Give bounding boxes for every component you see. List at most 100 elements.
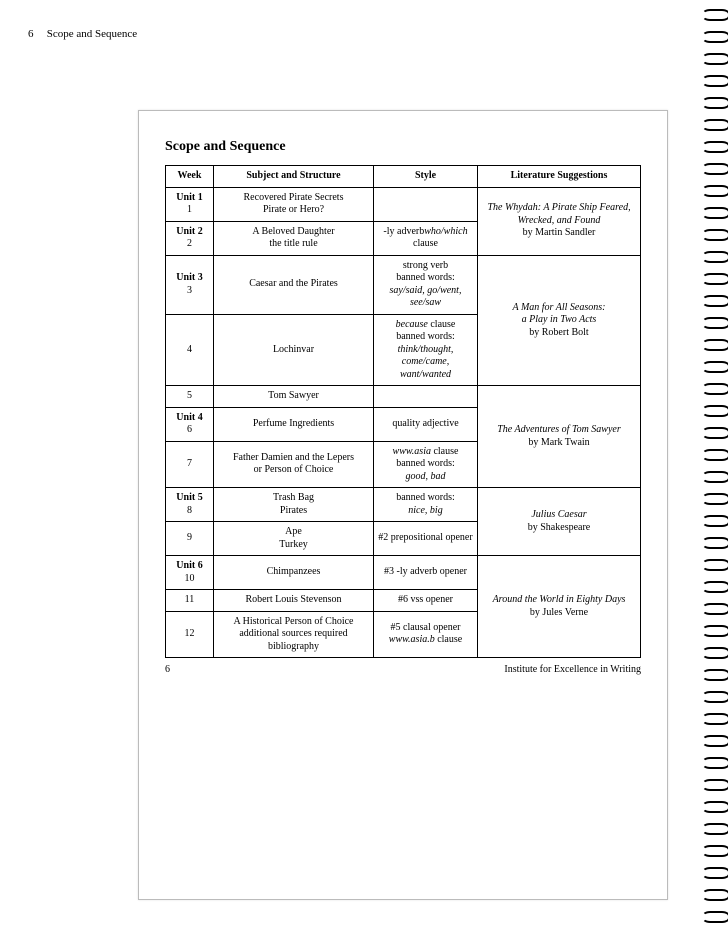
spiral-coil (702, 732, 726, 746)
spiral-coil (702, 248, 726, 262)
spiral-coil (702, 468, 726, 482)
spiral-coil (702, 204, 726, 218)
spiral-coil (702, 402, 726, 416)
week-cell: 7 (166, 441, 214, 488)
table-row: Unit 58Trash BagPiratesbanned words:nice… (166, 488, 641, 522)
spiral-coil (702, 622, 726, 636)
spiral-coil (702, 688, 726, 702)
spiral-coil (702, 842, 726, 856)
spiral-coil (702, 886, 726, 900)
scope-table: Week Subject and Structure Style Literat… (165, 165, 641, 658)
subject-cell: Trash BagPirates (214, 488, 374, 522)
spiral-coil (702, 820, 726, 834)
spiral-coil (702, 380, 726, 394)
spiral-coil (702, 798, 726, 812)
spiral-coil (702, 600, 726, 614)
week-cell: 11 (166, 590, 214, 612)
spiral-coil (702, 138, 726, 152)
spiral-coil (702, 160, 726, 174)
spiral-coil (702, 578, 726, 592)
spiral-coil (702, 28, 726, 42)
spiral-coil (702, 72, 726, 86)
style-cell: #2 prepositional opener (374, 522, 478, 556)
spiral-coil (702, 776, 726, 790)
table-row: 5Tom SawyerThe Adventures of Tom Sawyerb… (166, 386, 641, 408)
table-header-row: Week Subject and Structure Style Literat… (166, 166, 641, 188)
running-head: 6 Scope and Sequence (28, 28, 728, 40)
page-number-top: 6 (28, 28, 44, 40)
style-cell: #5 clausal openerwww.asia.b clause (374, 611, 478, 658)
week-cell: Unit 58 (166, 488, 214, 522)
week-cell: Unit 46 (166, 407, 214, 441)
spiral-coil (702, 50, 726, 64)
week-cell: 12 (166, 611, 214, 658)
spiral-coil (702, 226, 726, 240)
subject-cell: Tom Sawyer (214, 386, 374, 408)
spiral-coil (702, 754, 726, 768)
literature-cell: Julius Caesarby Shakespeare (478, 488, 641, 556)
style-cell: -ly adverbwho/which clause (374, 221, 478, 255)
subject-cell: Father Damien and the Lepersor Person of… (214, 441, 374, 488)
subject-cell: Recovered Pirate SecretsPirate or Hero? (214, 187, 374, 221)
spiral-coil (702, 270, 726, 284)
spiral-coil (702, 864, 726, 878)
spiral-coil (702, 908, 726, 922)
literature-cell: The Whydah: A Pirate Ship Feared, Wrecke… (478, 187, 641, 255)
running-title: Scope and Sequence (47, 28, 137, 40)
table-body: Unit 11Recovered Pirate SecretsPirate or… (166, 187, 641, 658)
week-cell: Unit 610 (166, 556, 214, 590)
sheet-footer: 6 Institute for Excellence in Writing (165, 664, 641, 675)
style-cell: #3 -ly adverb opener (374, 556, 478, 590)
col-lit: Literature Suggestions (478, 166, 641, 188)
page: 6 Scope and Sequence Scope and Sequence … (0, 0, 728, 943)
table-row: Unit 610Chimpanzees#3 -ly adverb openerA… (166, 556, 641, 590)
subject-cell: Caesar and the Pirates (214, 255, 374, 314)
subject-cell: ApeTurkey (214, 522, 374, 556)
subject-cell: Chimpanzees (214, 556, 374, 590)
style-cell: quality adjective (374, 407, 478, 441)
spiral-coil (702, 446, 726, 460)
spiral-coil (702, 556, 726, 570)
spiral-coil (702, 534, 726, 548)
spiral-coil (702, 512, 726, 526)
col-subject: Subject and Structure (214, 166, 374, 188)
subject-cell: Lochinvar (214, 314, 374, 386)
week-cell: Unit 11 (166, 187, 214, 221)
style-cell (374, 386, 478, 408)
content-sheet: Scope and Sequence Week Subject and Stru… (138, 110, 668, 900)
style-cell: because clausebanned words:think/thought… (374, 314, 478, 386)
table-row: Unit 33Caesar and the Piratesstrong verb… (166, 255, 641, 314)
subject-cell: A Beloved Daughterthe title rule (214, 221, 374, 255)
week-cell: 5 (166, 386, 214, 408)
week-cell: 9 (166, 522, 214, 556)
style-cell: www.asia clausebanned words:good, bad (374, 441, 478, 488)
style-cell (374, 187, 478, 221)
footer-page-number: 6 (165, 664, 170, 675)
spiral-coil (702, 490, 726, 504)
spiral-coil (702, 292, 726, 306)
literature-cell: The Adventures of Tom Sawyerby Mark Twai… (478, 386, 641, 488)
spiral-coil (702, 94, 726, 108)
week-cell: 4 (166, 314, 214, 386)
spiral-coil (702, 644, 726, 658)
col-style: Style (374, 166, 478, 188)
table-row: Unit 11Recovered Pirate SecretsPirate or… (166, 187, 641, 221)
spiral-coil (702, 6, 726, 20)
subject-cell: A Historical Person of Choiceadditional … (214, 611, 374, 658)
spiral-coil (702, 182, 726, 196)
subject-cell: Perfume Ingredients (214, 407, 374, 441)
subject-cell: Robert Louis Stevenson (214, 590, 374, 612)
spiral-coil (702, 116, 726, 130)
spiral-binding (698, 0, 728, 943)
style-cell: #6 vss opener (374, 590, 478, 612)
week-cell: Unit 33 (166, 255, 214, 314)
spiral-coil (702, 666, 726, 680)
footer-publisher: Institute for Excellence in Writing (504, 664, 641, 675)
spiral-coil (702, 314, 726, 328)
style-cell: strong verbbanned words:say/said, go/wen… (374, 255, 478, 314)
week-cell: Unit 22 (166, 221, 214, 255)
style-cell: banned words:nice, big (374, 488, 478, 522)
col-week: Week (166, 166, 214, 188)
spiral-coil (702, 424, 726, 438)
literature-cell: Around the World in Eighty Daysby Jules … (478, 556, 641, 658)
